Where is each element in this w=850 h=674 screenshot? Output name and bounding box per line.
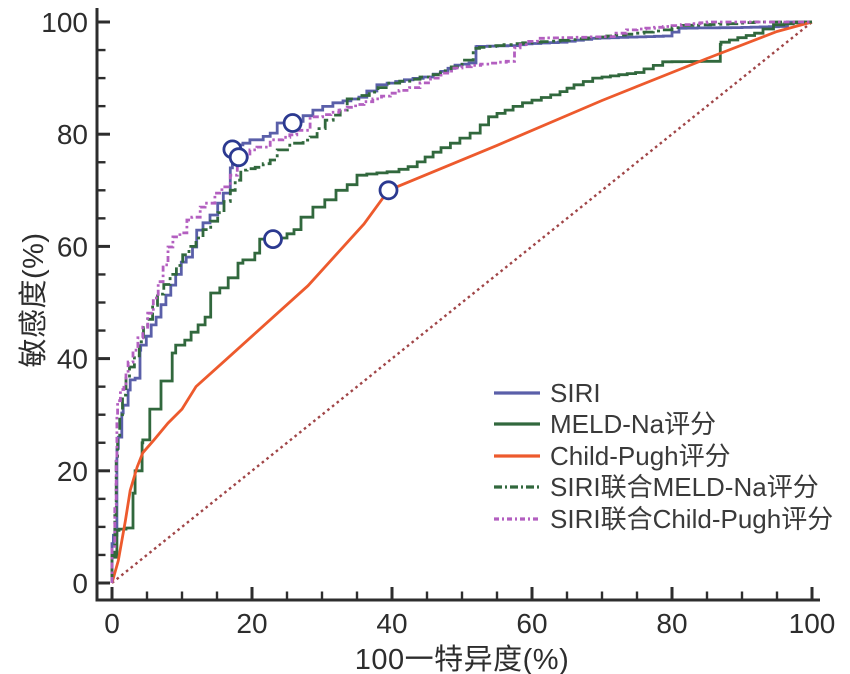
legend-label-meld-na: MELD-Na评分 <box>550 409 717 440</box>
legend-item-siri-meld-na: SIRI联合MELD-Na评分 <box>493 472 833 504</box>
y-tick-label: 80 <box>57 119 88 150</box>
y-tick-label: 20 <box>57 456 88 487</box>
y-axis-title: 敏感度(%) <box>18 232 50 368</box>
legend-label-siri-child-pugh: SIRI联合Child-Pugh评分 <box>550 503 834 534</box>
legend-label-siri-meld-na: SIRI联合MELD-Na评分 <box>550 472 819 503</box>
legend-item-child-pugh: Child-Pugh评分 <box>493 440 833 472</box>
y-tick-label: 40 <box>57 344 88 375</box>
legend-label-child-pugh: Child-Pugh评分 <box>550 440 731 471</box>
legend-item-siri: SIRI <box>493 377 833 409</box>
legend-item-meld-na: MELD-Na评分 <box>493 409 833 441</box>
x-tick-label: 60 <box>516 608 547 639</box>
roc-curve-1 <box>110 20 812 583</box>
x-tick-label: 40 <box>376 608 407 639</box>
legend-item-siri-child-pugh: SIRI联合Child-Pugh评分 <box>493 503 833 535</box>
cutoff-marker <box>378 180 399 201</box>
legend: SIRI MELD-Na评分 Child-Pugh评分 SIRI联合MELD-N… <box>493 377 833 535</box>
x-tick-label: 80 <box>656 608 687 639</box>
y-tick-label: 0 <box>72 568 88 599</box>
legend-swatch-siri-meld-na <box>494 485 540 489</box>
x-axis-title: 100一特异度(%) <box>354 644 570 674</box>
y-tick-label: 100 <box>41 7 88 38</box>
roc-curve-3 <box>110 20 812 583</box>
roc-curve-0 <box>110 20 812 583</box>
y-tick-label: 60 <box>57 231 88 262</box>
roc-curve-2 <box>110 20 813 584</box>
legend-swatch-meld-na <box>494 422 540 426</box>
legend-swatch-siri-child-pugh <box>494 517 540 521</box>
x-tick-label: 0 <box>104 608 120 639</box>
cutoff-marker <box>263 229 283 250</box>
x-tick-label: 100 <box>789 608 836 639</box>
cutoff-marker <box>282 113 303 133</box>
legend-swatch-child-pugh <box>494 454 540 458</box>
x-tick-label: 20 <box>236 608 267 639</box>
cutoff-marker <box>228 147 249 168</box>
legend-label-siri: SIRI <box>550 377 601 408</box>
roc-curve-4 <box>110 20 812 583</box>
legend-swatch-siri <box>494 391 540 395</box>
